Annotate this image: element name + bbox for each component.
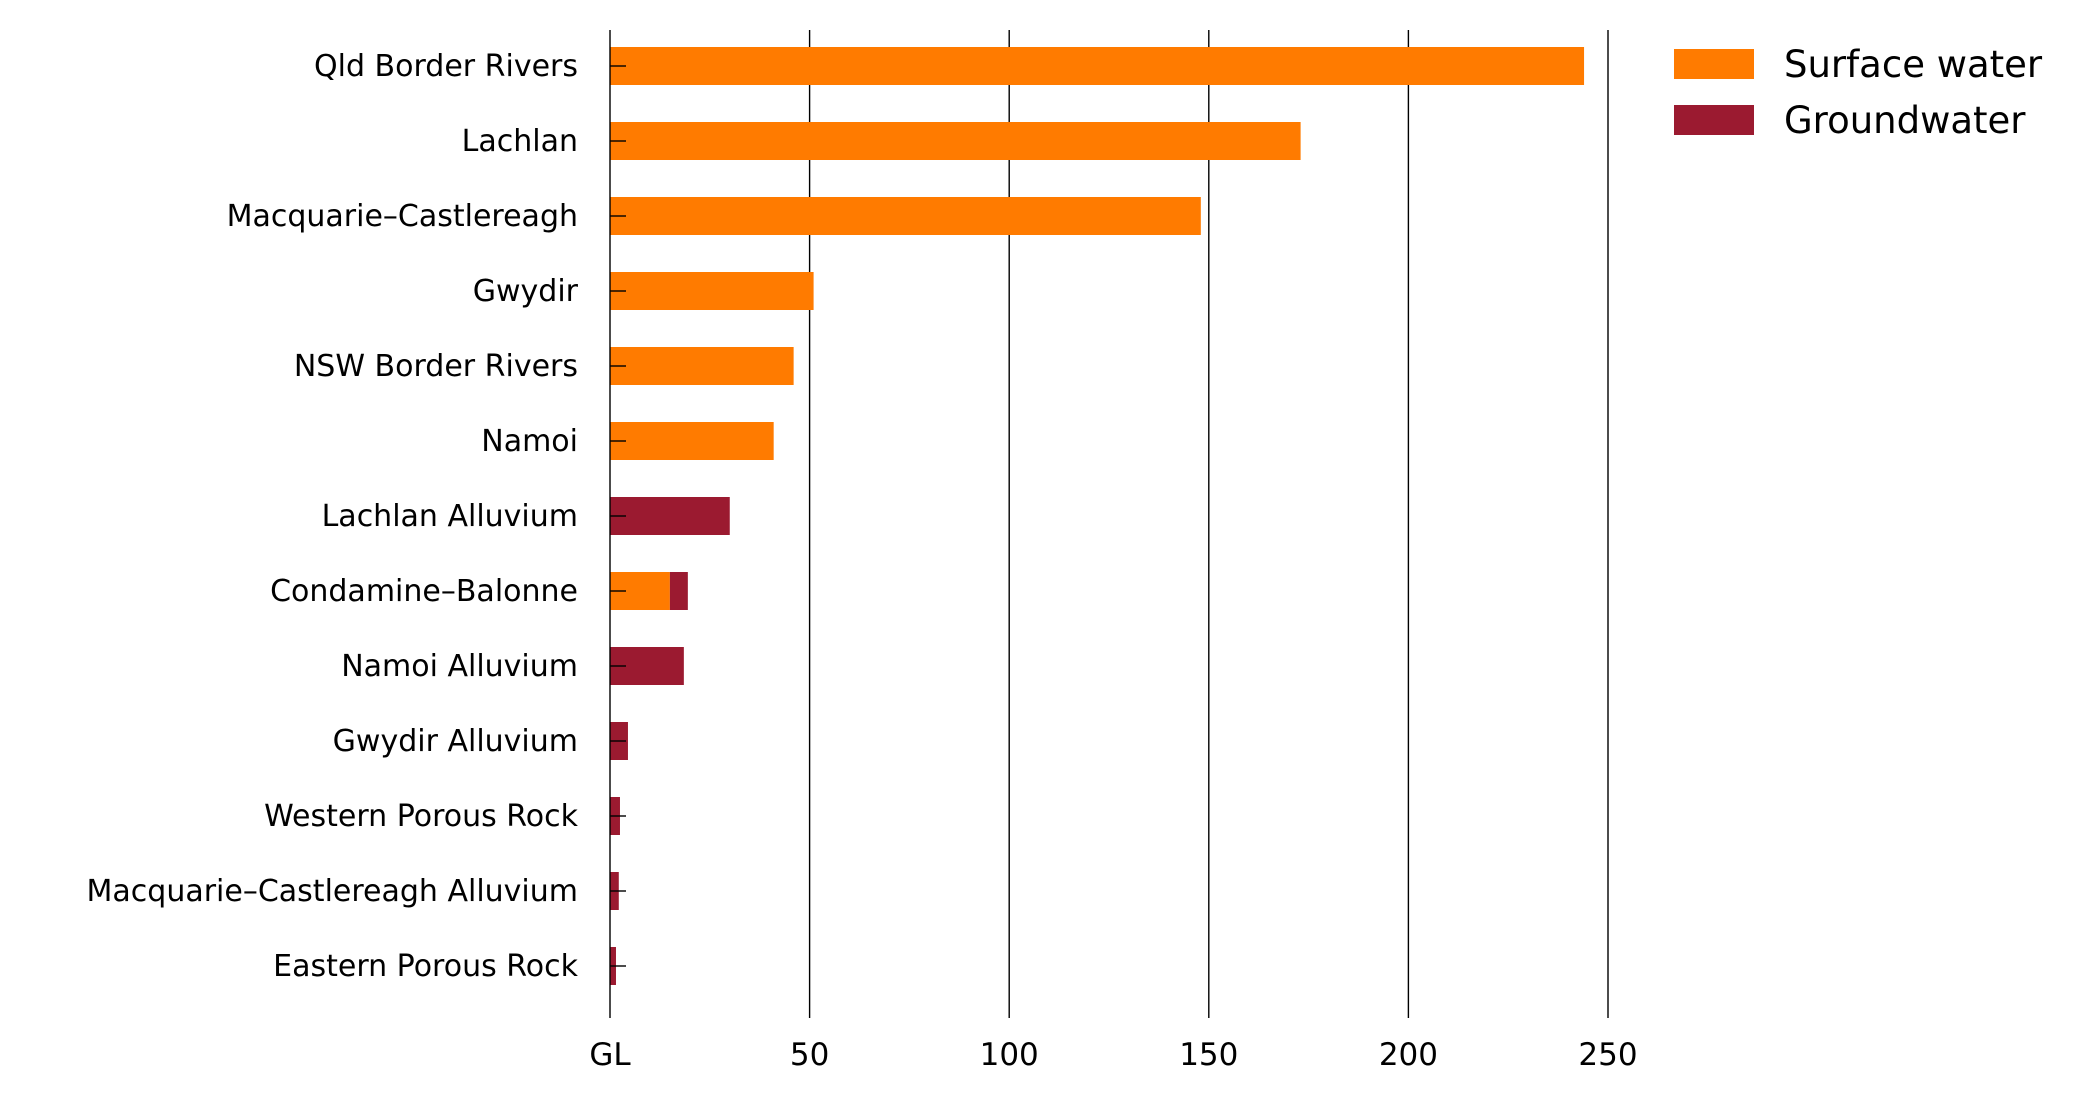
bar-surface-water xyxy=(610,47,1585,85)
category-label: Namoi Alluvium xyxy=(341,649,578,684)
category-label: Macquarie–Castlereagh xyxy=(227,199,578,234)
x-tick-label: 250 xyxy=(1578,1037,1637,1073)
bar-groundwater xyxy=(610,497,730,535)
x-tick-label: 50 xyxy=(790,1037,829,1073)
category-label: Namoi xyxy=(481,424,578,459)
legend-swatch-groundwater xyxy=(1674,105,1754,135)
legend-swatch-surface-water xyxy=(1674,49,1754,79)
x-tick-label: GL xyxy=(589,1037,631,1073)
category-label: Qld Border Rivers xyxy=(314,49,578,84)
category-label: Lachlan xyxy=(462,124,578,159)
bar-surface-water xyxy=(610,122,1301,160)
x-tick-label: 200 xyxy=(1379,1037,1438,1073)
y-axis xyxy=(609,30,626,1018)
bar-surface-water xyxy=(610,422,774,460)
legend: Surface water Groundwater xyxy=(1674,43,2043,142)
bar-surface-water xyxy=(610,197,1201,235)
x-tick-labels: GL 50 100 150 200 250 xyxy=(589,1037,1637,1073)
category-label: NSW Border Rivers xyxy=(294,349,578,384)
category-label: Western Porous Rock xyxy=(264,799,578,834)
category-label: Macquarie–Castlereagh Alluvium xyxy=(87,874,578,909)
category-label: Gwydir xyxy=(473,274,579,309)
category-labels: Qld Border Rivers Lachlan Macquarie–Castle… xyxy=(87,49,579,984)
x-tick-label: 150 xyxy=(1179,1037,1238,1073)
legend-label-groundwater: Groundwater xyxy=(1784,99,2026,142)
legend-label-surface-water: Surface water xyxy=(1784,43,2043,86)
bar-surface-water xyxy=(610,272,814,310)
bars xyxy=(610,47,1585,985)
category-label: Eastern Porous Rock xyxy=(273,949,578,984)
x-tick-label: 100 xyxy=(980,1037,1039,1073)
category-label: Gwydir Alluvium xyxy=(333,724,578,759)
bar-groundwater xyxy=(669,572,688,610)
bar-surface-water xyxy=(610,347,794,385)
gridlines xyxy=(808,30,1609,1018)
category-label: Condamine–Balonne xyxy=(270,574,578,609)
category-label: Lachlan Alluvium xyxy=(322,499,578,534)
